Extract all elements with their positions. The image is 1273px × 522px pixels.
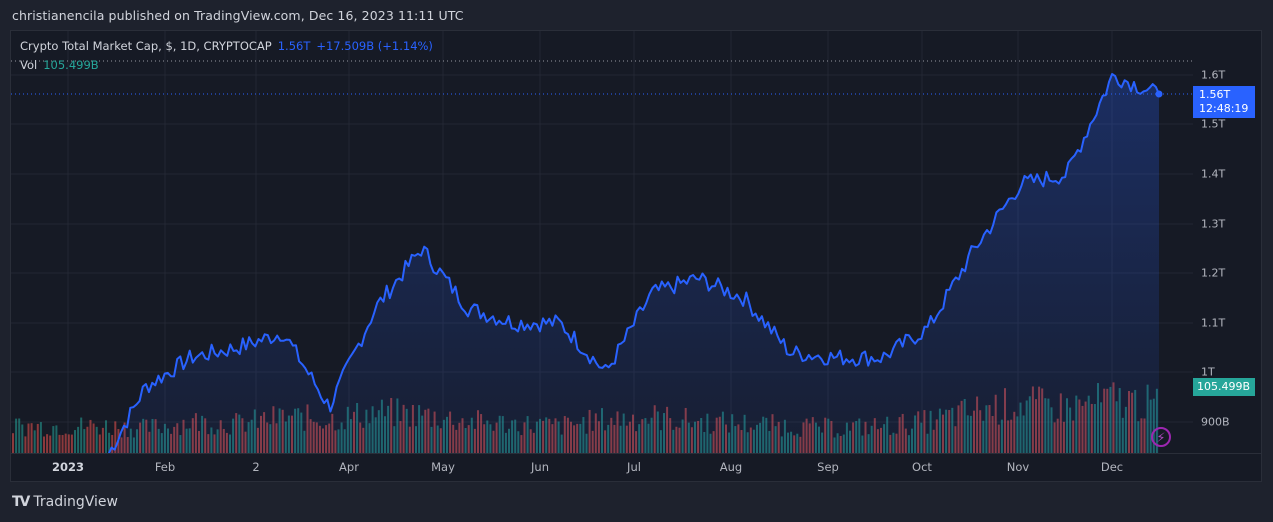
countdown-text: 12:48:19 bbox=[1199, 102, 1249, 115]
time-tick: Nov bbox=[1006, 460, 1030, 474]
time-tick: Oct bbox=[912, 460, 932, 474]
tradingview-logo-icon: TV bbox=[12, 494, 30, 510]
time-tick: Jun bbox=[531, 460, 549, 474]
legend-main: Crypto Total Market Cap, $, 1D, CRYPTOCA… bbox=[20, 39, 433, 53]
volume-badge: 105.499B bbox=[1193, 378, 1255, 396]
price-area bbox=[99, 74, 1159, 453]
tradingview-brand[interactable]: TV TradingView bbox=[12, 494, 118, 510]
time-tick: 2 bbox=[252, 460, 260, 474]
price-tick: 1.2T bbox=[1201, 266, 1226, 280]
chart-frame[interactable]: Crypto Total Market Cap, $, 1D, CRYPTOCA… bbox=[10, 30, 1262, 482]
time-tick: Dec bbox=[1100, 460, 1124, 474]
price-tick: 1.3T bbox=[1201, 217, 1226, 231]
change-value: +17.509B (+1.14%) bbox=[316, 39, 433, 53]
price-tick: 1T bbox=[1201, 365, 1215, 379]
vol-label: Vol bbox=[20, 58, 38, 72]
time-tick: May bbox=[431, 460, 455, 474]
price-tick: 1.1T bbox=[1201, 316, 1226, 330]
price-chart-svg bbox=[11, 31, 1193, 453]
time-axis[interactable]: 2023 Feb 2 Apr May Jun Jul Aug Sep Oct Nov Dec bbox=[11, 453, 1261, 482]
brand-name: TradingView bbox=[33, 494, 118, 510]
vol-value: 105.499B bbox=[43, 58, 99, 72]
time-tick: Sep bbox=[817, 460, 839, 474]
time-tick: Apr bbox=[339, 460, 359, 474]
last-price-text: 1.56T bbox=[1199, 88, 1231, 101]
last-point-marker bbox=[1155, 90, 1163, 98]
time-tick: Jul bbox=[627, 460, 641, 474]
chart-plot-area[interactable]: Crypto Total Market Cap, $, 1D, CRYPTOCA… bbox=[11, 31, 1193, 453]
price-line bbox=[108, 73, 1160, 453]
price-axis[interactable]: 1.6T 1.5T 1.4T 1.3T 1.2T 1.1T 1T 900B 1.56T 12:… bbox=[1193, 31, 1261, 453]
price-tick: 900B bbox=[1201, 415, 1230, 429]
price-tick: 1.4T bbox=[1201, 167, 1226, 181]
publish-info: christianencila published on TradingView… bbox=[12, 8, 464, 23]
time-tick: Aug bbox=[719, 460, 743, 474]
price-tick: 1.6T bbox=[1201, 68, 1226, 82]
time-tick: Feb bbox=[154, 460, 176, 474]
time-tick: 2023 bbox=[51, 460, 85, 474]
last-price-badge: 1.56T 12:48:19 bbox=[1193, 86, 1255, 118]
last-value: 1.56T bbox=[277, 39, 311, 53]
symbol-name[interactable]: Crypto Total Market Cap, $, 1D, CRYPTOCA… bbox=[20, 39, 272, 53]
lightning-icon[interactable]: ⚡ bbox=[1151, 427, 1171, 447]
price-tick: 1.5T bbox=[1201, 117, 1226, 131]
legend-volume: Vol 105.499B bbox=[20, 58, 99, 72]
